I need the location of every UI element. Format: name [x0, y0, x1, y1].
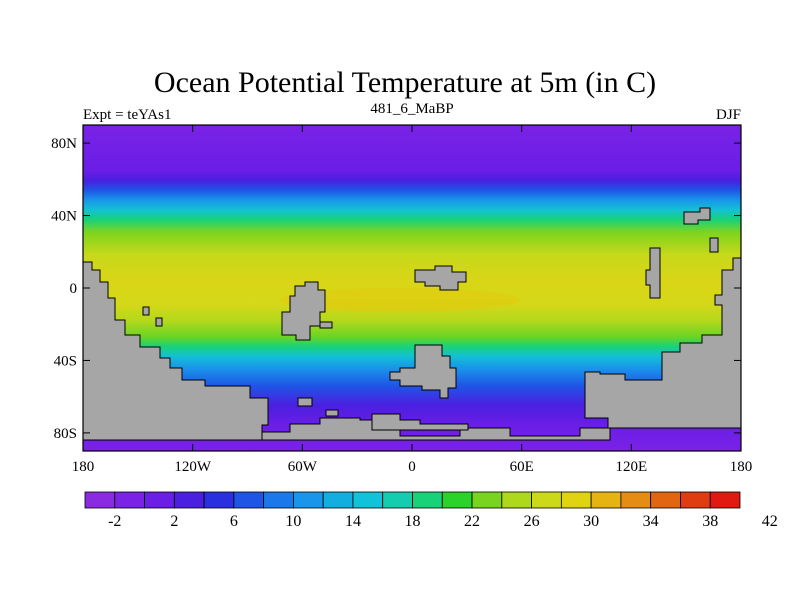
lat-tick-label: 0 [70, 281, 78, 297]
colorbar-label: 14 [345, 513, 361, 530]
colorbar-swatch [114, 491, 145, 509]
lon-tick-label: 180 [730, 459, 753, 475]
land-masses [82, 207, 742, 441]
land-islet-5 [325, 409, 339, 417]
lat-tick-label: 80S [54, 426, 77, 442]
colorbar-swatch [263, 491, 294, 509]
latitude-axis: 80N 40N 0 40S 80S [51, 136, 741, 442]
colorbar-swatch [382, 491, 413, 509]
land-east-strip [645, 247, 661, 299]
lon-tick-label: 120E [615, 459, 647, 475]
colorbar-label: 10 [285, 513, 301, 530]
colorbar-swatch [441, 491, 473, 509]
colorbar-label: 42 [762, 513, 778, 530]
land-islet-3 [319, 321, 333, 329]
land-west [82, 261, 269, 441]
land-ne-island [683, 207, 711, 225]
colorbar-swatch [531, 491, 562, 509]
colorbar-swatch [293, 491, 324, 509]
colorbar-swatch [203, 491, 235, 509]
land-islet-7 [709, 237, 719, 253]
lon-tick-label: 0 [408, 459, 416, 475]
lon-tick-label: 180 [72, 459, 95, 475]
land-central [281, 281, 326, 341]
colorbar-label: 38 [702, 513, 718, 530]
map-area [82, 124, 742, 452]
land-south [261, 417, 611, 441]
lat-tick-label: 80N [51, 136, 77, 152]
land-north-island [414, 265, 467, 291]
land-islet-1 [142, 306, 150, 316]
season-label: DJF [716, 107, 741, 123]
longitude-axis: 180 120W 60W 0 60E 120E 180 [72, 125, 753, 475]
colorbar-swatch [590, 491, 622, 509]
experiment-label: Expt = teYAs1 [83, 107, 171, 123]
land-east [584, 257, 742, 429]
colorbar-swatch [471, 491, 503, 509]
colorbar-swatch [233, 491, 265, 509]
colorbar-label: 30 [583, 513, 599, 530]
lon-tick-label: 60W [288, 459, 318, 475]
colorbar-label: 26 [524, 513, 540, 530]
land-islet-2 [155, 317, 163, 327]
colorbar-label: 22 [464, 513, 480, 530]
colorbar-swatch [322, 491, 354, 509]
land-islet-4 [297, 397, 313, 407]
colorbar: -2 2 6 10 14 18 22 26 30 34 38 42 [84, 491, 778, 530]
colorbar-label: 2 [170, 513, 178, 530]
colorbar-swatch [709, 491, 741, 509]
colorbar-label: 34 [643, 513, 659, 530]
colorbar-swatch [680, 491, 711, 509]
colorbar-swatch [173, 491, 205, 509]
colorbar-label: -2 [108, 513, 121, 530]
colorbar-swatch [560, 491, 592, 509]
land-south-peninsula [389, 344, 457, 399]
lat-tick-label: 40S [54, 353, 77, 369]
colorbar-label: 18 [405, 513, 421, 530]
colorbar-swatch [620, 491, 652, 509]
land-islet-6 [371, 413, 469, 431]
colorbar-swatch [144, 491, 175, 509]
lon-tick-label: 60E [510, 459, 534, 475]
lat-tick-label: 40N [51, 209, 77, 225]
colorbar-swatch [650, 491, 681, 509]
colorbar-swatch [352, 491, 384, 509]
colorbar-swatch [501, 491, 532, 509]
colorbar-label: 6 [230, 513, 238, 530]
map-title: Ocean Potential Temperature at 5m (in C) [154, 66, 656, 99]
time-label: 481_6_MaBP [370, 101, 453, 117]
warm-pool-band [280, 288, 520, 312]
lon-tick-label: 120W [174, 459, 212, 475]
colorbar-swatch [412, 491, 443, 509]
colorbar-swatch [84, 491, 116, 509]
